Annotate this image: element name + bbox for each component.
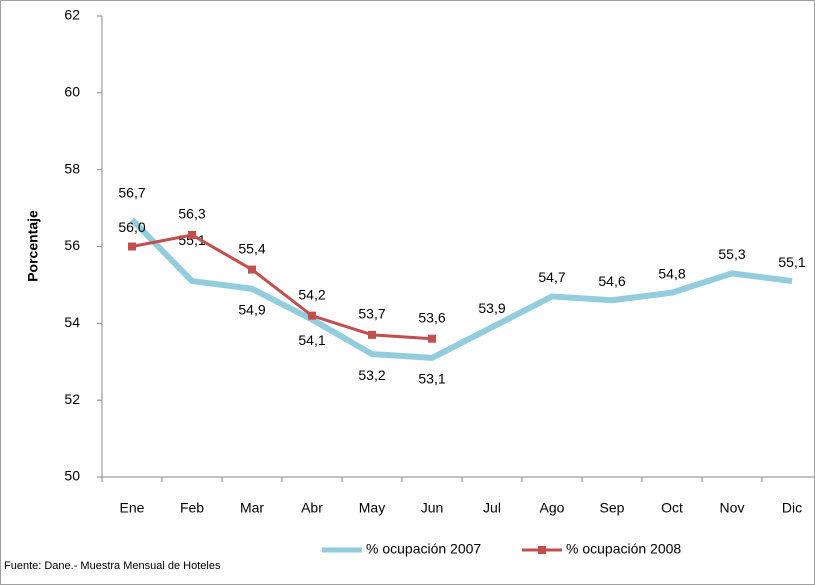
y-tick-label: 56 [64,237,80,253]
data-label: 54,1 [298,332,325,348]
data-label: 56,3 [178,206,205,222]
legend-marker [538,546,546,554]
x-tick-label: Mar [240,500,264,516]
legend-label: % ocupación 2007 [366,541,481,557]
x-tick-label: May [359,500,385,516]
point-marker [128,242,136,251]
y-tick-label: 62 [64,7,80,23]
point-marker [308,311,316,320]
y-tick-label: 54 [64,314,80,330]
x-tick-label: Feb [180,500,204,516]
data-label: 56,7 [118,184,145,200]
point-marker [428,334,436,343]
data-label: 54,8 [658,265,685,281]
series-line [131,233,433,341]
x-tick-label: Dic [782,500,802,516]
x-tick-label: Abr [301,500,323,516]
series-line [129,217,793,361]
x-tick-label: Nov [720,500,745,516]
x-tick-label: Oct [661,500,683,516]
data-label: 55,1 [778,254,805,270]
data-label: 53,6 [418,309,445,325]
point-marker [368,330,376,339]
data-label: 55,3 [718,246,745,262]
data-label: 53,1 [418,371,445,387]
footnote: Fuente: Dane.- Muestra Mensual de Hotele… [4,560,221,572]
data-label: 56,0 [118,219,145,235]
y-axis-label: Porcentaje [25,210,41,282]
data-label: 54,2 [298,286,325,302]
point-marker [248,265,256,274]
data-label: 54,7 [538,269,565,285]
data-label: 53,9 [478,300,505,316]
y-tick-label: 58 [64,160,80,176]
point-marker [188,230,196,239]
legend-label: % ocupación 2008 [566,541,681,557]
x-tick-label: Ago [540,500,565,516]
x-tick-label: Jul [483,500,501,516]
y-tick-label: 50 [64,468,80,484]
data-label: 54,6 [598,273,625,289]
data-label: 53,7 [358,306,385,322]
x-tick-label: Sep [600,500,625,516]
data-label: 53,2 [358,367,385,383]
y-tick-label: 60 [64,84,80,100]
x-tick-label: Jun [421,500,444,516]
x-tick-label: Ene [120,500,145,516]
data-label: 55,4 [238,240,265,256]
y-tick-label: 52 [64,391,80,407]
data-label: 54,9 [238,301,265,317]
